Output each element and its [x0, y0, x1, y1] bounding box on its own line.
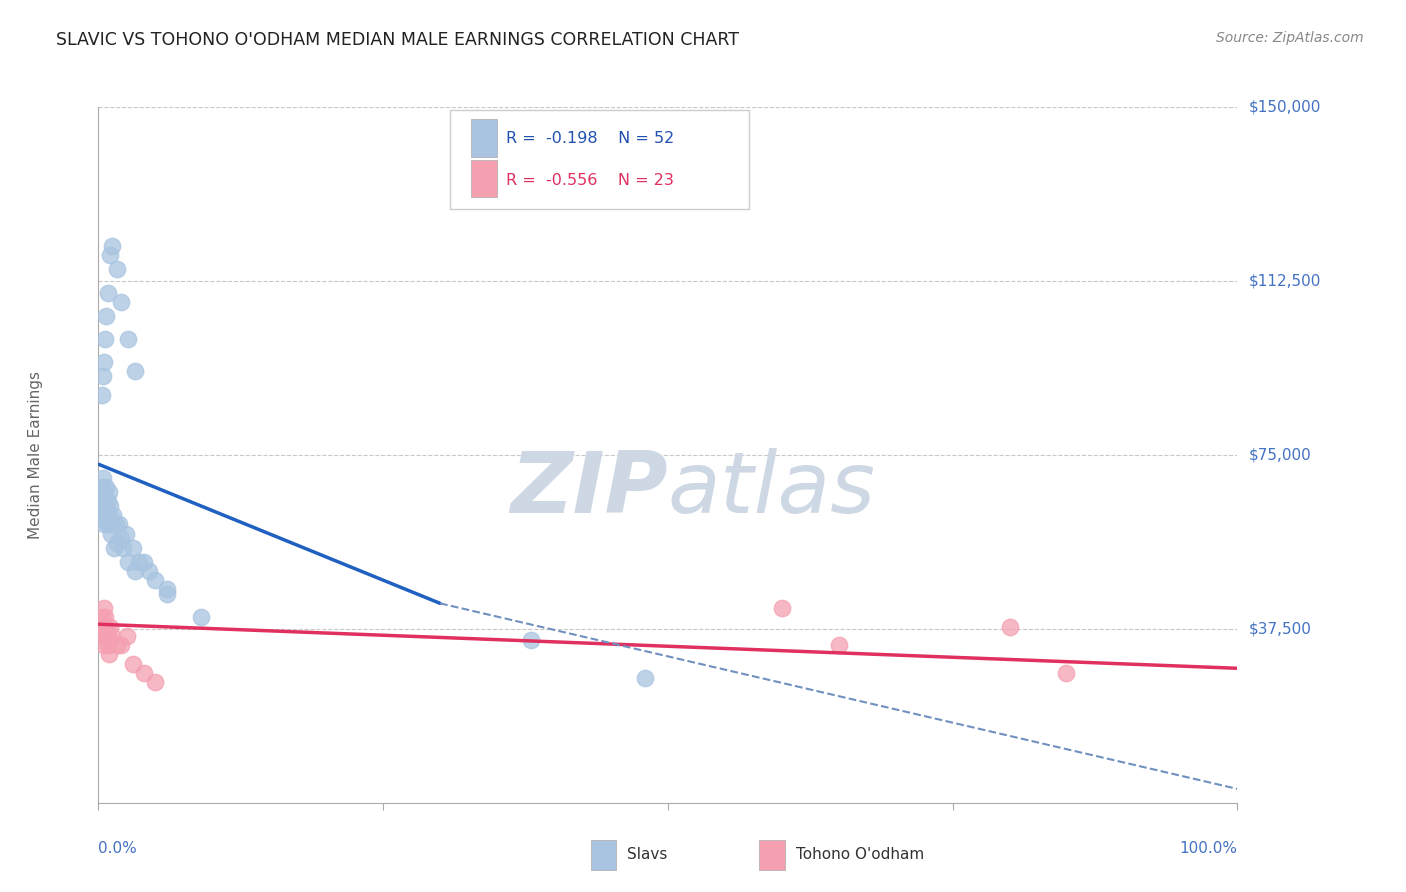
Point	[121, 657, 143, 671]
Point	[117, 332, 139, 346]
Point	[138, 564, 160, 578]
Point	[91, 629, 114, 643]
Point	[112, 541, 135, 555]
Point	[998, 619, 1021, 633]
Point	[96, 285, 118, 300]
Text: $75,000: $75,000	[1249, 448, 1312, 462]
Point	[145, 675, 167, 690]
Point	[101, 629, 124, 643]
Point	[97, 508, 120, 523]
Point	[103, 508, 125, 523]
Point	[90, 480, 112, 494]
Point	[156, 582, 179, 597]
Point	[105, 536, 128, 550]
Point	[93, 517, 115, 532]
Point	[124, 364, 146, 378]
Text: Tohono O'odham: Tohono O'odham	[796, 847, 924, 863]
Point	[132, 555, 155, 569]
Point	[98, 517, 121, 532]
Point	[97, 648, 120, 662]
Point	[103, 541, 125, 555]
Text: Median Male Earnings: Median Male Earnings	[28, 371, 44, 539]
Point	[97, 485, 120, 500]
Point	[1054, 665, 1078, 680]
Text: 100.0%: 100.0%	[1180, 841, 1237, 856]
Point	[101, 239, 124, 253]
Point	[91, 508, 114, 523]
Point	[90, 610, 112, 624]
Point	[114, 526, 136, 541]
Point	[91, 471, 114, 485]
Point	[94, 332, 117, 346]
Point	[96, 517, 118, 532]
Point	[94, 490, 117, 504]
Text: ZIP: ZIP	[510, 448, 668, 532]
Point	[90, 494, 112, 508]
Point	[90, 503, 112, 517]
Point	[98, 248, 121, 262]
Point	[828, 638, 851, 652]
Point	[128, 555, 150, 569]
Point	[90, 387, 112, 401]
Point	[96, 638, 118, 652]
Point	[91, 369, 114, 384]
Point	[98, 499, 121, 513]
Point	[98, 619, 121, 633]
Text: $37,500: $37,500	[1249, 622, 1312, 636]
Text: Source: ZipAtlas.com: Source: ZipAtlas.com	[1216, 31, 1364, 45]
Point	[93, 601, 115, 615]
Point	[96, 480, 118, 494]
Point	[91, 619, 114, 633]
Point	[124, 564, 146, 578]
Point	[132, 665, 155, 680]
Point	[93, 499, 115, 513]
Text: R =  -0.198    N = 52: R = -0.198 N = 52	[506, 131, 675, 146]
Point	[96, 309, 118, 323]
Point	[96, 494, 118, 508]
Point	[93, 638, 115, 652]
Point	[94, 610, 117, 624]
Point	[145, 573, 167, 587]
Point	[94, 629, 117, 643]
Point	[108, 517, 131, 532]
Point	[110, 638, 132, 652]
Point	[110, 294, 132, 309]
Point	[110, 532, 132, 546]
Point	[770, 601, 793, 615]
Point	[93, 485, 115, 500]
Point	[100, 526, 122, 541]
Point	[93, 355, 115, 369]
Point	[105, 638, 128, 652]
Point	[96, 503, 118, 517]
Point	[190, 610, 212, 624]
Text: atlas: atlas	[668, 448, 876, 532]
Point	[105, 262, 128, 277]
Point	[520, 633, 543, 648]
Text: 0.0%: 0.0%	[98, 841, 138, 856]
Point	[121, 541, 143, 555]
Point	[96, 629, 118, 643]
Text: Slavs: Slavs	[627, 847, 668, 863]
Point	[94, 513, 117, 527]
Text: $112,500: $112,500	[1249, 274, 1320, 288]
Text: R =  -0.556    N = 23: R = -0.556 N = 23	[506, 172, 675, 187]
Text: $150,000: $150,000	[1249, 100, 1320, 114]
Point	[96, 619, 118, 633]
Point	[104, 517, 127, 532]
Point	[156, 587, 179, 601]
Point	[117, 555, 139, 569]
Text: SLAVIC VS TOHONO O'ODHAM MEDIAN MALE EARNINGS CORRELATION CHART: SLAVIC VS TOHONO O'ODHAM MEDIAN MALE EAR…	[56, 31, 740, 49]
Point	[634, 671, 657, 685]
Point	[101, 517, 124, 532]
Point	[115, 629, 138, 643]
